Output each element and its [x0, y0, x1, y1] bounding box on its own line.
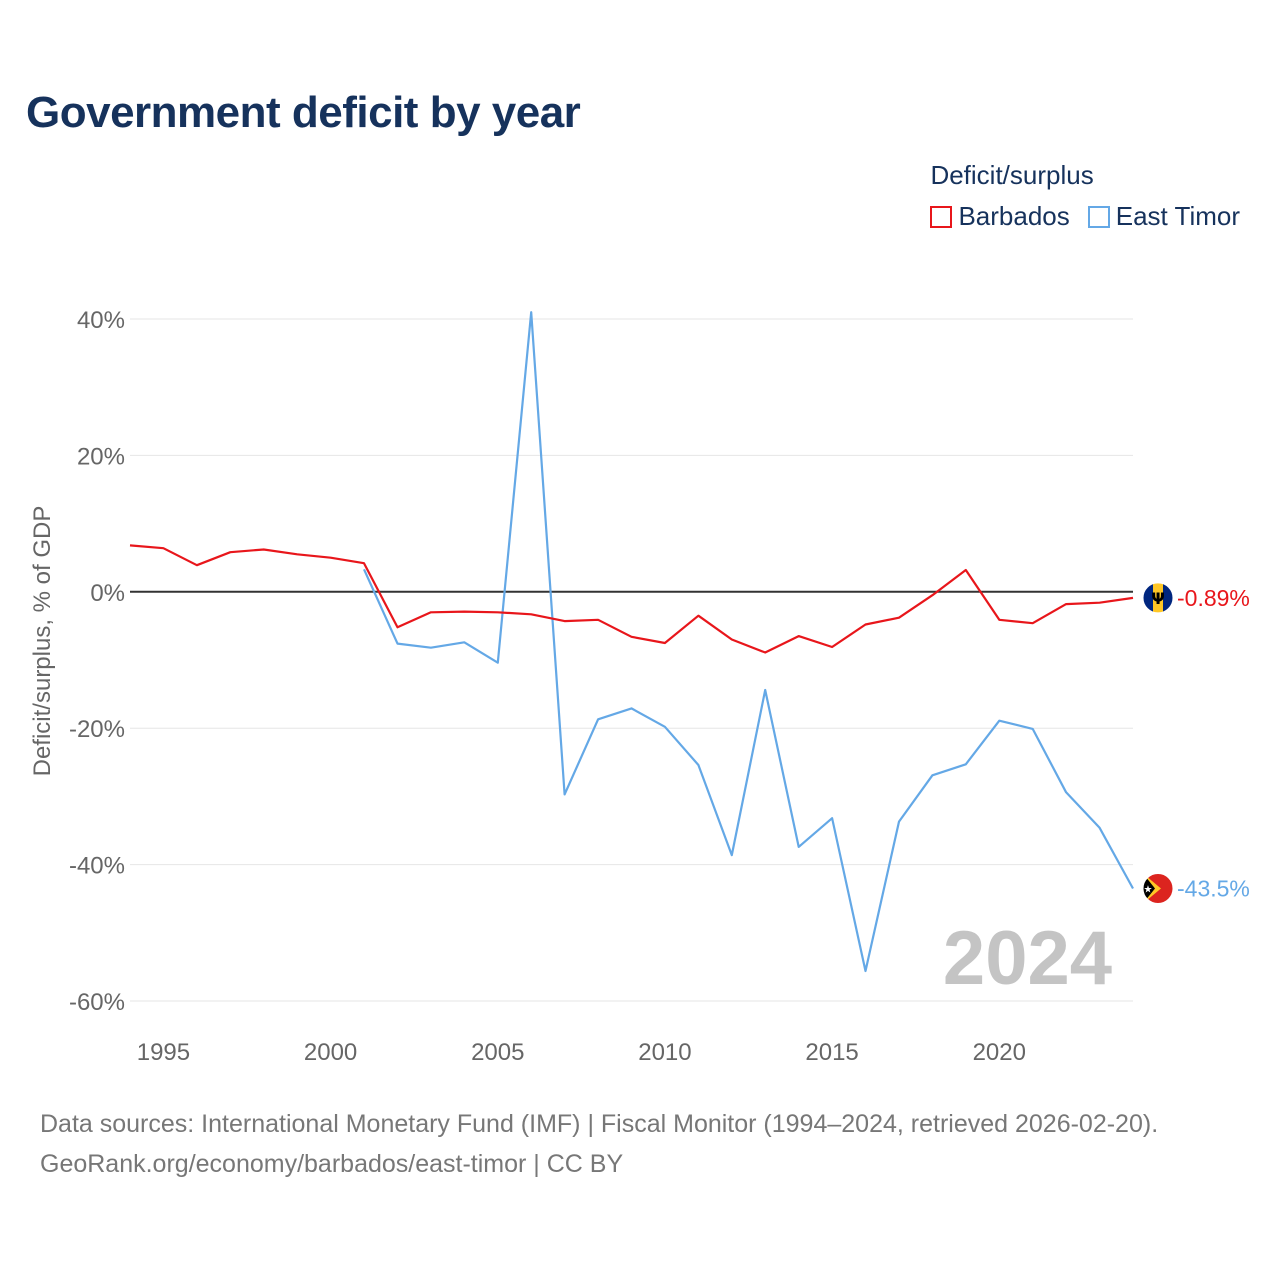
- x-tick-label: 2020: [973, 1039, 1026, 1066]
- legend-item-barbados[interactable]: Barbados: [930, 201, 1070, 232]
- x-tick-label: 1995: [137, 1039, 190, 1066]
- grid: [130, 318, 1133, 1002]
- end-label-barbados: -0.89%: [1177, 585, 1250, 611]
- y-tick-label: 0%: [90, 580, 125, 607]
- series-line-east-timor[interactable]: [362, 311, 1134, 973]
- y-tick-label: -40%: [69, 853, 125, 880]
- x-tick-label: 2005: [471, 1039, 524, 1066]
- x-tick-label: 2015: [805, 1039, 858, 1066]
- flag-icon-east-timor: ★: [1142, 872, 1174, 904]
- chart-title: Government deficit by year: [26, 88, 581, 137]
- flag-icon-barbados: Ψ: [1142, 582, 1174, 614]
- y-tick-label: 40%: [77, 307, 125, 334]
- year-watermark: 2024: [943, 916, 1112, 1001]
- legend-label-east-timor: East Timor: [1115, 201, 1240, 231]
- legend: Deficit/surplus Barbados East Timor: [930, 160, 1240, 232]
- y-axis-label: Deficit/surplus, % of GDP: [29, 506, 56, 777]
- x-tick-label: 2010: [638, 1039, 691, 1066]
- x-axis-ticks: 1995 2000 2005 2010 2015 2020: [137, 1039, 1026, 1066]
- line-chart: 40% 20% 0% -20% -40% -60% 1995 2000 2005 2010 201…: [29, 307, 1250, 1066]
- footer-link[interactable]: GeoRank.org/economy/barbados/east-timor …: [40, 1150, 624, 1178]
- end-label-east-timor: -43.5%: [1177, 875, 1250, 901]
- y-tick-label: -20%: [69, 716, 125, 743]
- legend-swatch-barbados: [930, 205, 953, 228]
- y-tick-label: 20%: [77, 443, 125, 470]
- series-lines: [129, 311, 1134, 973]
- legend-swatch-east-timor: [1087, 205, 1110, 228]
- legend-label-barbados: Barbados: [958, 201, 1070, 231]
- series-line-barbados[interactable]: [129, 544, 1134, 654]
- svg-text:★: ★: [1144, 884, 1153, 895]
- footer: Data sources: International Monetary Fun…: [40, 1104, 1158, 1184]
- x-tick-label: 2000: [304, 1039, 357, 1066]
- y-axis-ticks: 40% 20% 0% -20% -40% -60%: [69, 307, 125, 1016]
- legend-title: Deficit/surplus: [930, 160, 1094, 190]
- footer-sources: Data sources: International Monetary Fun…: [40, 1110, 1159, 1138]
- y-tick-label: -60%: [69, 989, 125, 1016]
- legend-item-east-timor[interactable]: East Timor: [1087, 201, 1240, 232]
- svg-text:Ψ: Ψ: [1151, 589, 1165, 608]
- end-markers: ★ -43.5% Ψ -0.89%: [1142, 582, 1250, 904]
